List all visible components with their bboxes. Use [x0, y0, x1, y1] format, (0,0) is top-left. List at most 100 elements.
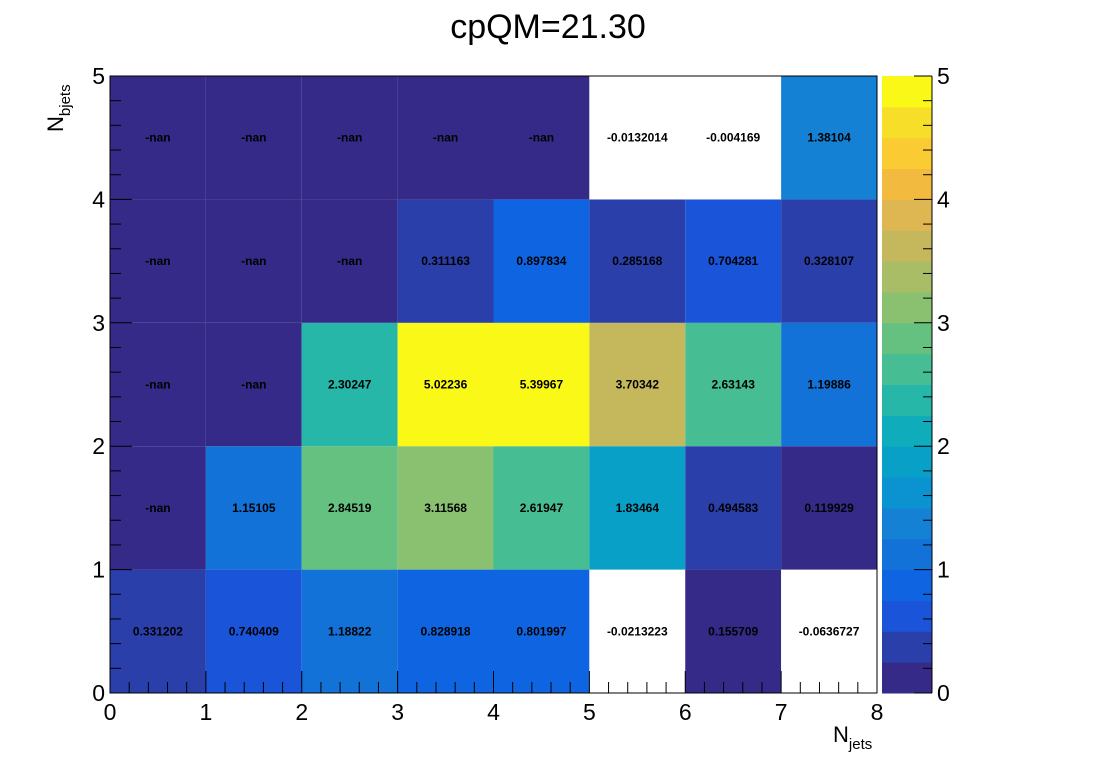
heatmap-cell [397, 76, 494, 200]
heatmap-cell [301, 446, 398, 570]
color-scale-tick-label: 2 [937, 433, 950, 459]
cell-value-label: -nan [241, 131, 266, 145]
cell-value-label: -0.004169 [706, 131, 760, 145]
heatmap-cell [781, 569, 877, 693]
heatmap-cell [205, 322, 302, 447]
cell-value-label: -nan [145, 131, 170, 145]
heatmap-cells [110, 76, 877, 693]
heatmap-cell [110, 322, 206, 447]
heatmap-cell [205, 199, 302, 323]
heatmap-cell [493, 569, 590, 693]
cell-value-label: 2.61947 [520, 501, 564, 515]
x-axis-label: Njets [833, 722, 872, 753]
color-scale-step [882, 76, 932, 108]
cell-value-label: 0.311163 [421, 254, 470, 268]
heatmap-cell [493, 446, 590, 570]
color-scale-step [882, 230, 932, 262]
heatmap-cell [685, 569, 782, 693]
heatmap-cell [685, 446, 782, 570]
y-tick-label: 5 [92, 63, 105, 89]
cell-value-label: 0.285168 [612, 254, 662, 268]
color-scale-step [882, 322, 932, 355]
cell-value-label: 0.119929 [804, 501, 854, 515]
cell-value-label: -0.0213223 [607, 624, 668, 638]
cell-value-label: 0.494583 [708, 501, 758, 515]
heatmap-cell [397, 322, 494, 447]
cell-value-label: 0.331202 [133, 624, 183, 638]
cell-value-label: 0.155709 [708, 624, 758, 638]
heatmap-cell [205, 569, 302, 693]
cell-value-label: 1.38104 [807, 131, 851, 145]
heatmap-cell [493, 199, 590, 323]
heatmap-cell [493, 76, 590, 200]
color-scale-tick-label: 1 [937, 557, 950, 583]
cell-value-label: -nan [241, 254, 266, 268]
heatmap-cell [781, 446, 877, 570]
cell-value-label: 1.83464 [616, 501, 660, 515]
cell-value-label: 5.02236 [424, 378, 468, 392]
y-tick-label: 0 [92, 680, 105, 706]
heatmap-cell [781, 199, 877, 323]
color-scale-step [882, 415, 932, 447]
color-scale-step [882, 477, 932, 509]
heatmap-cell [110, 446, 206, 570]
heatmap-cell [397, 446, 494, 570]
y-axis: 0 1 2 3 4 5 [92, 63, 132, 706]
color-scale-step [882, 507, 932, 540]
x-tick-label: 2 [295, 699, 308, 725]
cell-value-label: 1.19886 [807, 378, 851, 392]
cell-value-label: -0.0636727 [799, 624, 860, 638]
color-scale-tick-label: 4 [937, 186, 950, 212]
color-scale-step [882, 446, 932, 478]
color-scale-axis: 0 1 2 3 4 5 [914, 63, 950, 706]
heatmap-cell [685, 199, 782, 323]
heatmap-cell [110, 569, 206, 693]
cell-value-label: 0.328107 [804, 254, 854, 268]
y-tick-label: 3 [92, 310, 105, 336]
color-scale-step [882, 538, 932, 571]
x-tick-label: 1 [199, 699, 212, 725]
cell-value-label: 2.30247 [328, 378, 372, 392]
heatmap-cell [110, 199, 206, 323]
heatmap-cell [397, 569, 494, 693]
heatmap-cell [589, 446, 686, 570]
heatmap-cell [110, 76, 206, 200]
color-scale-step [882, 168, 932, 200]
x-tick-label: 8 [871, 699, 884, 725]
heatmap-cell [685, 322, 782, 447]
color-scale-tick-label: 0 [937, 680, 950, 706]
color-scale-tick-label: 5 [937, 63, 950, 89]
heatmap-cell [301, 199, 398, 323]
heatmap-cell [301, 76, 398, 200]
cell-value-label: -nan [337, 254, 362, 268]
x-tick-label: 4 [487, 699, 500, 725]
cell-value-label: 1.18822 [328, 624, 372, 638]
heatmap-cell [589, 199, 686, 323]
color-scale-bar [882, 76, 932, 694]
cell-value-label: -nan [145, 378, 170, 392]
cell-value-label: 0.740409 [229, 624, 279, 638]
heatmap-cell [397, 199, 494, 323]
y-tick-label: 2 [92, 433, 105, 459]
color-scale-step [882, 600, 932, 632]
cell-value-label: 3.11568 [424, 501, 467, 515]
cell-value-label: 0.704281 [708, 254, 758, 268]
heatmap-cell [301, 569, 398, 693]
color-scale-step [882, 569, 932, 601]
cell-value-label: -nan [145, 501, 170, 515]
cell-value-label: 5.39967 [520, 378, 564, 392]
color-scale-step [882, 631, 932, 663]
x-tick-label: 5 [583, 699, 596, 725]
cell-value-label: 0.801997 [516, 624, 566, 638]
cell-value-label: -nan [529, 131, 554, 145]
color-scale-step [882, 261, 932, 293]
y-tick-label: 4 [92, 186, 105, 212]
cell-value-label: -nan [241, 378, 266, 392]
cell-value-label: 0.828918 [421, 624, 471, 638]
heatmap-cell [589, 76, 686, 200]
cell-value-label: -nan [337, 131, 362, 145]
color-scale-step [882, 291, 932, 324]
color-scale-step [882, 106, 932, 139]
heatmap-cell [589, 322, 686, 447]
